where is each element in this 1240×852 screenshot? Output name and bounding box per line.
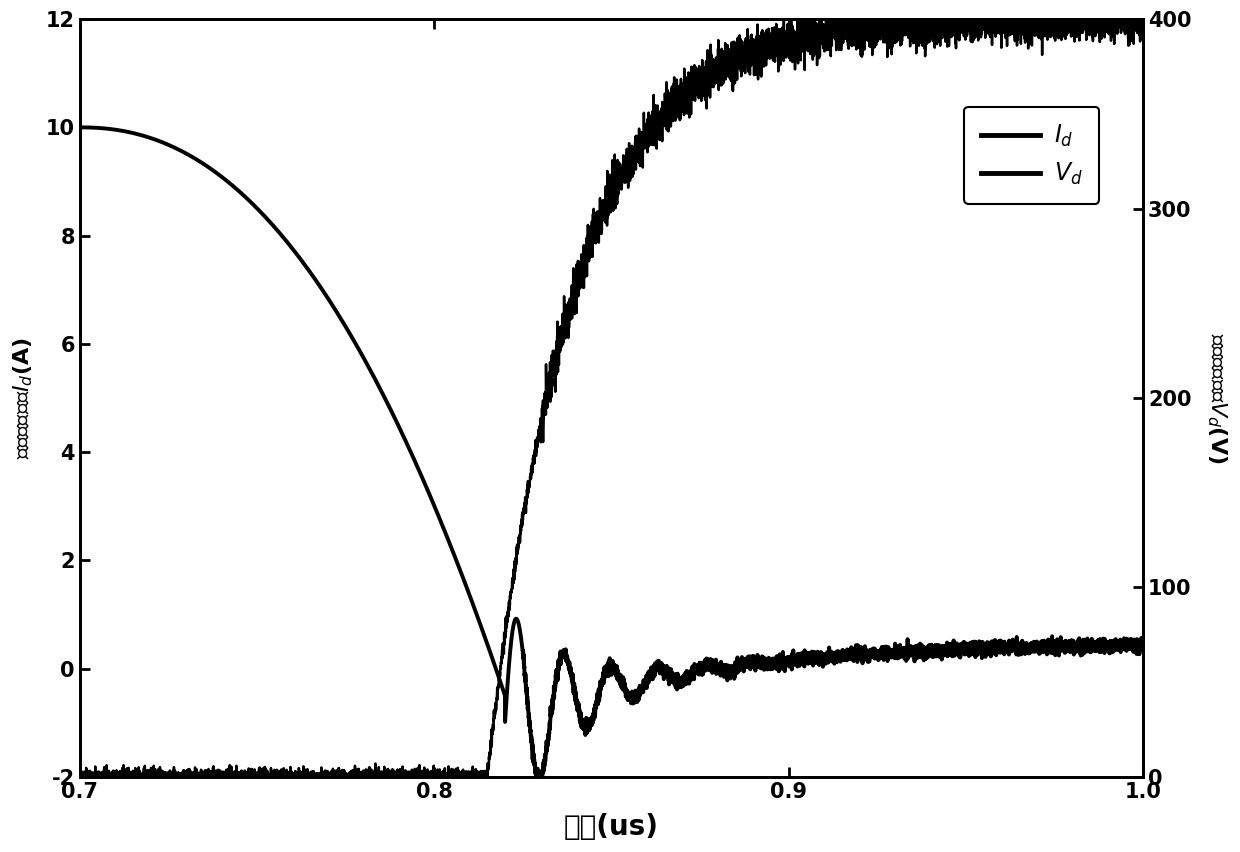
$I_d$ [533,778,548,788]
$V_d$ [1136,14,1151,24]
$I_d$ [125,128,140,138]
$V_d$ [748,52,763,62]
$V_d$ [72,765,87,775]
$I_d$ [702,659,717,669]
$I_d$ [72,122,87,132]
X-axis label: 时间(us): 时间(us) [564,813,658,841]
Y-axis label: 二极管电压，$V_d$(V): 二极管电压，$V_d$(V) [1205,333,1229,463]
$V_d$ [125,771,140,781]
$V_d$ [458,769,472,779]
$I_d$ [748,665,763,676]
$V_d$ [861,32,875,43]
Legend: $I_d$, $V_d$: $I_d$, $V_d$ [965,106,1100,204]
Y-axis label: 二极管电流，$I_d$(A): 二极管电流，$I_d$(A) [11,337,35,459]
$V_d$ [918,43,932,54]
$V_d$ [702,70,717,80]
$I_d$ [918,648,932,658]
$I_d$ [861,646,875,656]
$V_d$ [464,786,479,796]
$I_d$ [458,577,472,587]
$I_d$ [1136,642,1151,652]
Line: $V_d$: $V_d$ [79,0,1143,791]
Line: $I_d$: $I_d$ [79,127,1143,783]
